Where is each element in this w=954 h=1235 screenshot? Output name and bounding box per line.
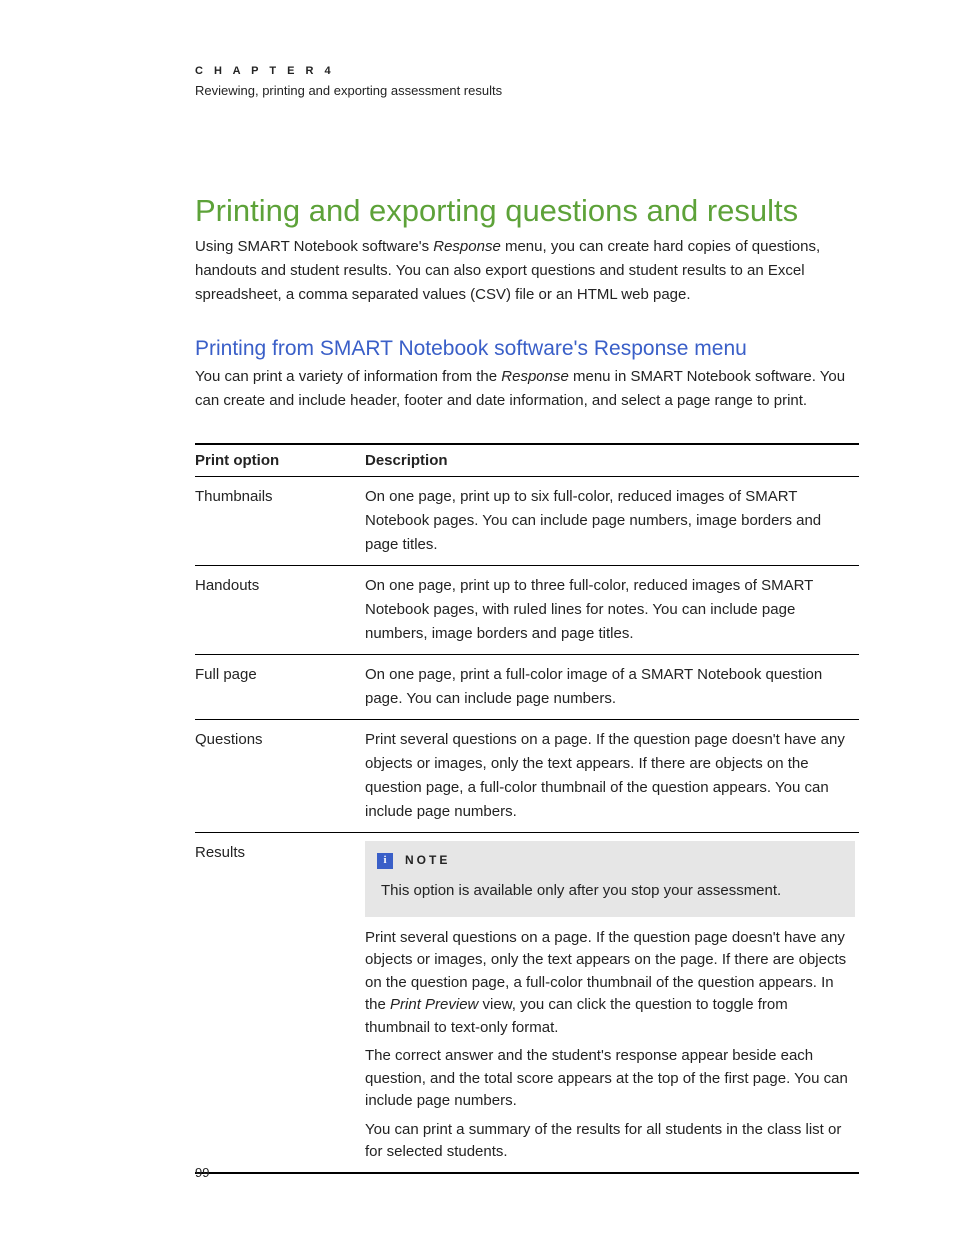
option-cell: Questions bbox=[195, 720, 365, 833]
desc-cell: Print several questions on a page. If th… bbox=[365, 720, 859, 833]
section-text-pre: You can print a variety of information f… bbox=[195, 368, 501, 385]
page-title: Printing and exporting questions and res… bbox=[195, 193, 859, 229]
table-row-results: Results i NOTE This option is available … bbox=[195, 833, 859, 1173]
section-paragraph: You can print a variety of information f… bbox=[195, 365, 859, 413]
intro-text-pre: Using SMART Notebook software's bbox=[195, 238, 433, 255]
option-cell: Handouts bbox=[195, 566, 365, 655]
desc-cell: On one page, print up to three full-colo… bbox=[365, 566, 859, 655]
results-p1: Print several questions on a page. If th… bbox=[365, 927, 855, 1040]
note-box: i NOTE This option is available only aft… bbox=[365, 841, 855, 917]
note-label: NOTE bbox=[405, 851, 450, 870]
results-p2: The correct answer and the student's res… bbox=[365, 1045, 855, 1113]
option-cell: Results bbox=[195, 833, 365, 1173]
print-options-table: Print option Description Thumbnails On o… bbox=[195, 443, 859, 1174]
desc-cell: On one page, print up to six full-color,… bbox=[365, 477, 859, 566]
page-number: 99 bbox=[195, 1165, 209, 1180]
col-print-option: Print option bbox=[195, 444, 365, 477]
info-icon: i bbox=[377, 853, 393, 869]
col-description: Description bbox=[365, 444, 859, 477]
section-heading: Printing from SMART Notebook software's … bbox=[195, 337, 859, 361]
results-p3: You can print a summary of the results f… bbox=[365, 1119, 855, 1164]
table-header-row: Print option Description bbox=[195, 444, 859, 477]
intro-emphasis: Response bbox=[433, 238, 501, 255]
note-header: i NOTE bbox=[377, 851, 843, 870]
chapter-label: C H A P T E R 4 bbox=[195, 65, 859, 77]
table-row: Questions Print several questions on a p… bbox=[195, 720, 859, 833]
table-row: Thumbnails On one page, print up to six … bbox=[195, 477, 859, 566]
table-row: Handouts On one page, print up to three … bbox=[195, 566, 859, 655]
option-cell: Full page bbox=[195, 655, 365, 720]
chapter-subtitle: Reviewing, printing and exporting assess… bbox=[195, 83, 859, 98]
results-p1-em: Print Preview bbox=[390, 996, 478, 1013]
note-body: This option is available only after you … bbox=[377, 880, 843, 903]
option-cell: Thumbnails bbox=[195, 477, 365, 566]
table-row: Full page On one page, print a full-colo… bbox=[195, 655, 859, 720]
section-emphasis: Response bbox=[501, 368, 569, 385]
desc-cell: On one page, print a full-color image of… bbox=[365, 655, 859, 720]
desc-cell-results: i NOTE This option is available only aft… bbox=[365, 833, 859, 1173]
document-page: C H A P T E R 4 Reviewing, printing and … bbox=[0, 0, 954, 1214]
intro-paragraph: Using SMART Notebook software's Response… bbox=[195, 235, 859, 307]
